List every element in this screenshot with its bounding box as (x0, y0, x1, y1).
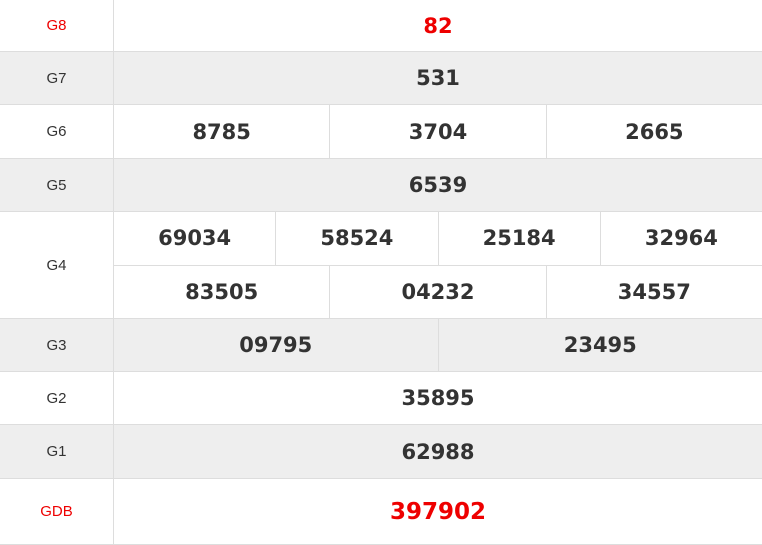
prize-subrow: 8785 3704 2665 (114, 105, 762, 158)
prize-number: 8785 (192, 119, 251, 144)
prize-number: 6539 (408, 173, 468, 197)
prize-row-g1: G1 62988 (0, 425, 762, 479)
prize-number: 34557 (545, 265, 762, 318)
prize-values: 69034 58524 25184 32964 83505 04232 34557 (114, 212, 762, 318)
prize-values: 8785 3704 2665 (114, 105, 762, 158)
prize-subrow: 83505 04232 34557 (114, 264, 762, 318)
prize-subrow: 35895 (114, 372, 762, 424)
prize-values: 6539 (114, 159, 762, 211)
prize-values: 62988 (114, 425, 762, 478)
prize-label: G3 (0, 319, 114, 371)
prize-label: G4 (0, 212, 114, 318)
prize-number: 23495 (437, 319, 762, 371)
prize-number: 2665 (545, 105, 762, 158)
prize-label: G2 (0, 372, 114, 424)
prize-number: 3704 (329, 105, 545, 158)
prize-values: 09795 23495 (114, 319, 762, 371)
prize-row-g4: G4 69034 58524 25184 32964 83505 04232 34557 (0, 212, 762, 319)
prize-number: 82 (423, 13, 453, 38)
prize-subrow: 531 (114, 52, 762, 104)
prize-values: 531 (114, 52, 762, 104)
prize-number: 35895 (401, 386, 475, 410)
prize-number: 83505 (185, 279, 259, 304)
prize-label: G1 (0, 425, 114, 478)
prize-number: 09795 (239, 333, 313, 357)
prize-row-g2: G2 35895 (0, 372, 762, 425)
prize-values: 35895 (114, 372, 762, 424)
prize-row-g5: G5 6539 (0, 159, 762, 212)
prize-row-gdb: GDB 397902 (0, 479, 762, 545)
prize-number: 25184 (437, 212, 600, 265)
prize-label: G6 (0, 105, 114, 158)
prize-number: 69034 (158, 226, 232, 251)
prize-label: G7 (0, 52, 114, 104)
prize-number: 397902 (389, 498, 487, 525)
prize-subrow: 09795 23495 (114, 319, 762, 371)
prize-number: 531 (416, 66, 460, 90)
prize-number: 32964 (599, 212, 762, 265)
prize-row-g8: G8 82 (0, 0, 762, 52)
prize-row-g7: G7 531 (0, 52, 762, 105)
prize-subrow: 62988 (114, 425, 762, 478)
prize-row-g3: G3 09795 23495 (0, 319, 762, 372)
prize-number: 62988 (401, 439, 475, 464)
prize-subrow: 82 (114, 0, 762, 51)
prize-values: 397902 (114, 479, 762, 544)
prize-label: GDB (0, 479, 114, 544)
prize-values: 82 (114, 0, 762, 51)
prize-number: 04232 (329, 265, 545, 318)
prize-subrow: 397902 (114, 479, 762, 544)
prize-subrow: 69034 58524 25184 32964 (114, 212, 762, 265)
prize-number: 58524 (275, 212, 437, 265)
prize-row-g6: G6 8785 3704 2665 (0, 105, 762, 159)
prize-label: G8 (0, 0, 114, 51)
prize-label: G5 (0, 159, 114, 211)
prize-subrow: 6539 (114, 159, 762, 211)
